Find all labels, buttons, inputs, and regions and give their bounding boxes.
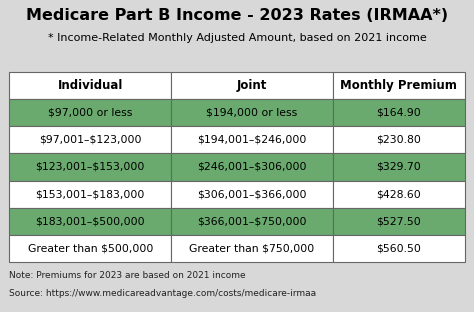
- Bar: [9, 99, 171, 126]
- Text: Individual: Individual: [57, 79, 123, 92]
- Bar: [171, 99, 333, 126]
- Bar: [333, 208, 465, 235]
- Text: Greater than \$750,000: Greater than \$750,000: [189, 243, 314, 253]
- Bar: [9, 153, 171, 181]
- Text: Monthly Premium: Monthly Premium: [340, 79, 457, 92]
- Text: \$230.80: \$230.80: [376, 135, 421, 145]
- Bar: [333, 99, 465, 126]
- Text: Medicare Part B Income - 2023 Rates (IRMAA*): Medicare Part B Income - 2023 Rates (IRM…: [26, 8, 448, 23]
- Text: Source: https://www.medicareadvantage.com/costs/medicare-irmaa: Source: https://www.medicareadvantage.co…: [9, 289, 317, 298]
- Text: Greater than \$500,000: Greater than \$500,000: [27, 243, 153, 253]
- Bar: [171, 208, 333, 235]
- Text: \$428.60: \$428.60: [376, 189, 421, 199]
- Text: \$366,001–\$750,000: \$366,001–\$750,000: [197, 216, 307, 226]
- Bar: [9, 208, 171, 235]
- Bar: [333, 72, 465, 99]
- Bar: [9, 235, 171, 262]
- Text: \$153,001–\$183,000: \$153,001–\$183,000: [36, 189, 145, 199]
- Bar: [333, 153, 465, 181]
- Text: \$527.50: \$527.50: [376, 216, 421, 226]
- Bar: [333, 181, 465, 208]
- Bar: [171, 235, 333, 262]
- Text: \$329.70: \$329.70: [376, 162, 421, 172]
- Text: \$194,000 or less: \$194,000 or less: [206, 108, 297, 118]
- Text: \$97,001–\$123,000: \$97,001–\$123,000: [39, 135, 142, 145]
- Bar: [333, 126, 465, 153]
- Text: \$183,001–\$500,000: \$183,001–\$500,000: [36, 216, 145, 226]
- Bar: [171, 72, 333, 99]
- Text: Note: Premiums for 2023 are based on 2021 income: Note: Premiums for 2023 are based on 202…: [9, 271, 246, 280]
- Text: \$194,001–\$246,000: \$194,001–\$246,000: [197, 135, 307, 145]
- Text: Joint: Joint: [237, 79, 267, 92]
- Text: \$97,000 or less: \$97,000 or less: [48, 108, 132, 118]
- Bar: [9, 181, 171, 208]
- Text: \$246,001–\$306,000: \$246,001–\$306,000: [197, 162, 307, 172]
- Bar: [333, 235, 465, 262]
- Text: \$164.90: \$164.90: [376, 108, 421, 118]
- Bar: [9, 72, 171, 99]
- Text: * Income-Related Monthly Adjusted Amount, based on 2021 income: * Income-Related Monthly Adjusted Amount…: [47, 33, 427, 43]
- Bar: [171, 126, 333, 153]
- Text: \$560.50: \$560.50: [376, 243, 421, 253]
- Bar: [171, 181, 333, 208]
- Bar: [9, 126, 171, 153]
- Text: \$123,001–\$153,000: \$123,001–\$153,000: [36, 162, 145, 172]
- Bar: [171, 153, 333, 181]
- Text: \$306,001–\$366,000: \$306,001–\$366,000: [197, 189, 307, 199]
